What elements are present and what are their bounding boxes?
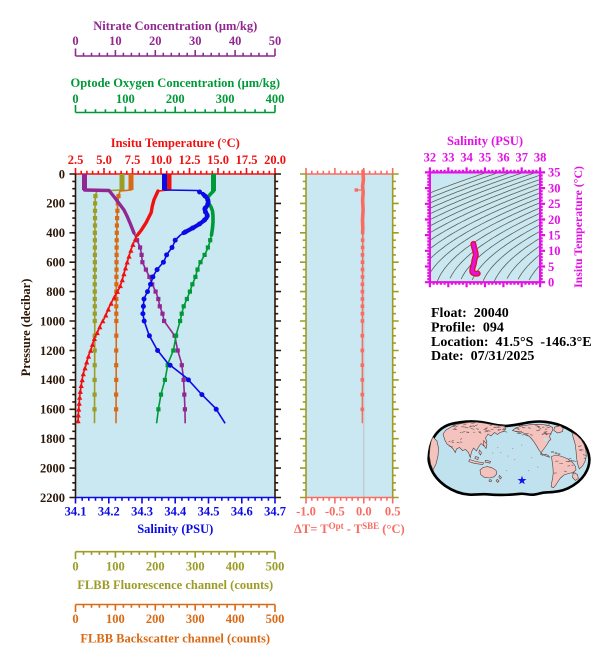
svg-text:0.5: 0.5 <box>385 505 401 519</box>
svg-text:38: 38 <box>534 151 547 165</box>
svg-text:5: 5 <box>548 260 554 274</box>
svg-text:5.0: 5.0 <box>96 153 112 167</box>
svg-text:2200: 2200 <box>40 491 65 505</box>
svg-text:300: 300 <box>186 560 205 574</box>
svg-text:Date: 07/31/2025: Date: 07/31/2025 <box>431 349 534 364</box>
svg-text:Nitrate Concentration (μm/kg): Nitrate Concentration (μm/kg) <box>93 19 257 33</box>
svg-text:34.1: 34.1 <box>65 505 87 519</box>
svg-text:32: 32 <box>424 151 437 165</box>
svg-text:30: 30 <box>548 181 561 195</box>
svg-text:34.5: 34.5 <box>198 505 220 519</box>
svg-text:200: 200 <box>46 197 65 211</box>
svg-text:-0.5: -0.5 <box>325 505 345 519</box>
svg-text:2000: 2000 <box>40 461 65 475</box>
svg-text:Location: 41.5°S -146.3°E: Location: 41.5°S -146.3°E <box>431 335 592 350</box>
svg-text:100: 100 <box>106 612 125 626</box>
svg-text:200: 200 <box>146 560 165 574</box>
svg-text:0: 0 <box>59 167 65 181</box>
svg-text:FLBB Fluorescence channel (cou: FLBB Fluorescence channel (counts) <box>77 578 273 592</box>
svg-text:ΔT= TOpt - TSBE (°C): ΔT= TOpt - TSBE (°C) <box>294 521 405 536</box>
svg-text:1800: 1800 <box>40 432 65 446</box>
svg-text:1600: 1600 <box>40 403 65 417</box>
svg-text:400: 400 <box>46 226 65 240</box>
svg-text:20.0: 20.0 <box>264 153 286 167</box>
svg-text:1000: 1000 <box>40 314 65 328</box>
svg-text:Optode Oxygen Concentration (μ: Optode Oxygen Concentration (μm/kg) <box>70 76 280 90</box>
svg-text:0.0: 0.0 <box>356 505 372 519</box>
svg-text:30: 30 <box>189 34 202 48</box>
svg-text:37: 37 <box>515 151 528 165</box>
svg-text:10: 10 <box>548 244 561 258</box>
svg-text:0: 0 <box>72 560 78 574</box>
svg-text:34.6: 34.6 <box>231 505 253 519</box>
svg-text:36: 36 <box>497 151 510 165</box>
svg-text:34.2: 34.2 <box>98 505 120 519</box>
svg-text:33: 33 <box>442 151 455 165</box>
svg-text:300: 300 <box>216 92 235 106</box>
svg-text:600: 600 <box>46 256 65 270</box>
svg-text:35: 35 <box>479 151 492 165</box>
svg-text:1400: 1400 <box>40 373 65 387</box>
svg-text:0: 0 <box>72 612 78 626</box>
svg-text:100: 100 <box>116 92 135 106</box>
svg-text:20: 20 <box>149 34 162 48</box>
svg-text:34: 34 <box>460 151 473 165</box>
svg-text:20: 20 <box>548 213 561 227</box>
svg-text:34.7: 34.7 <box>264 505 286 519</box>
svg-text:Salinity (PSU): Salinity (PSU) <box>447 134 523 148</box>
svg-text:15: 15 <box>548 228 561 242</box>
svg-text:500: 500 <box>266 560 285 574</box>
svg-text:34.4: 34.4 <box>164 505 187 519</box>
svg-text:Salinity (PSU): Salinity (PSU) <box>137 522 213 536</box>
svg-text:0: 0 <box>72 92 78 106</box>
svg-text:10.0: 10.0 <box>150 153 172 167</box>
svg-text:10: 10 <box>109 34 122 48</box>
svg-text:0: 0 <box>72 34 78 48</box>
svg-text:Pressure (decibar): Pressure (decibar) <box>19 279 33 377</box>
svg-text:200: 200 <box>146 612 165 626</box>
svg-text:400: 400 <box>266 92 285 106</box>
svg-text:17.5: 17.5 <box>236 153 258 167</box>
svg-text:Insitu Temperature (°C): Insitu Temperature (°C) <box>571 166 585 288</box>
svg-text:25: 25 <box>548 197 561 211</box>
svg-text:-1.0: -1.0 <box>296 505 316 519</box>
svg-text:FLBB Backscatter channel (coun: FLBB Backscatter channel (counts) <box>80 632 270 646</box>
svg-text:34.3: 34.3 <box>131 505 153 519</box>
svg-text:7.5: 7.5 <box>125 153 141 167</box>
svg-text:400: 400 <box>226 612 245 626</box>
svg-text:50: 50 <box>269 34 282 48</box>
svg-text:400: 400 <box>226 560 245 574</box>
svg-text:Insitu Temperature (°C): Insitu Temperature (°C) <box>111 136 240 150</box>
svg-text:35: 35 <box>548 166 561 180</box>
svg-text:100: 100 <box>106 560 125 574</box>
svg-text:Float: 20040: Float: 20040 <box>431 306 509 321</box>
svg-text:Profile: 094: Profile: 094 <box>431 321 504 336</box>
svg-text:200: 200 <box>166 92 185 106</box>
svg-text:2.5: 2.5 <box>68 153 84 167</box>
svg-text:12.5: 12.5 <box>179 153 201 167</box>
svg-text:40: 40 <box>229 34 242 48</box>
svg-text:800: 800 <box>46 285 65 299</box>
svg-text:15.0: 15.0 <box>207 153 229 167</box>
svg-text:300: 300 <box>186 612 205 626</box>
svg-text:0: 0 <box>548 276 554 290</box>
svg-text:1200: 1200 <box>40 344 65 358</box>
svg-text:500: 500 <box>266 612 285 626</box>
